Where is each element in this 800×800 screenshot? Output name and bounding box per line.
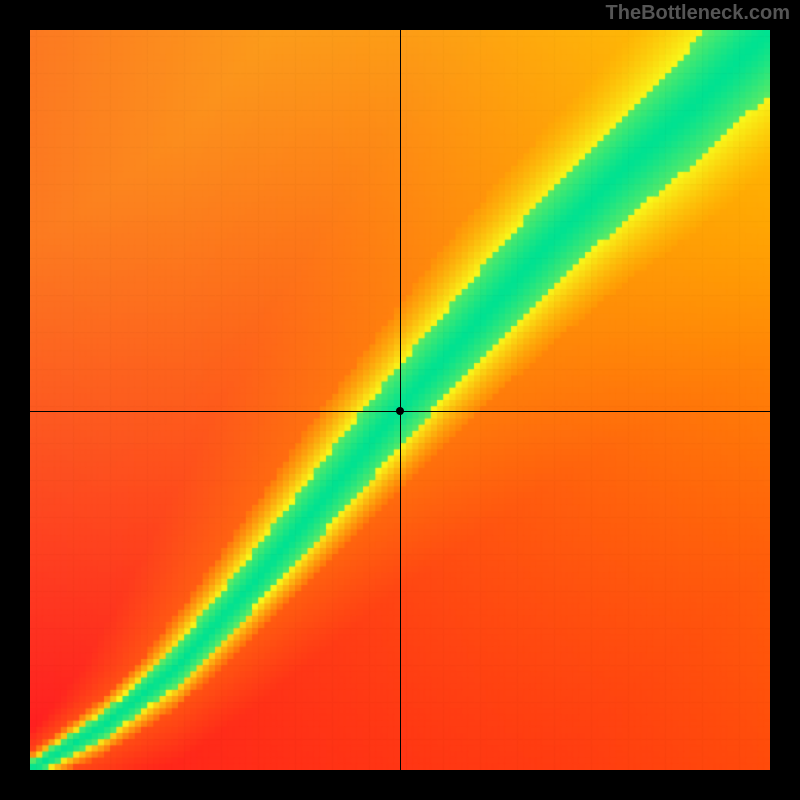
plot-area [30, 30, 770, 770]
marker-dot [396, 407, 404, 415]
crosshair-vertical [400, 30, 401, 770]
chart-container: TheBottleneck.com [0, 0, 800, 800]
watermark-text: TheBottleneck.com [606, 2, 790, 25]
